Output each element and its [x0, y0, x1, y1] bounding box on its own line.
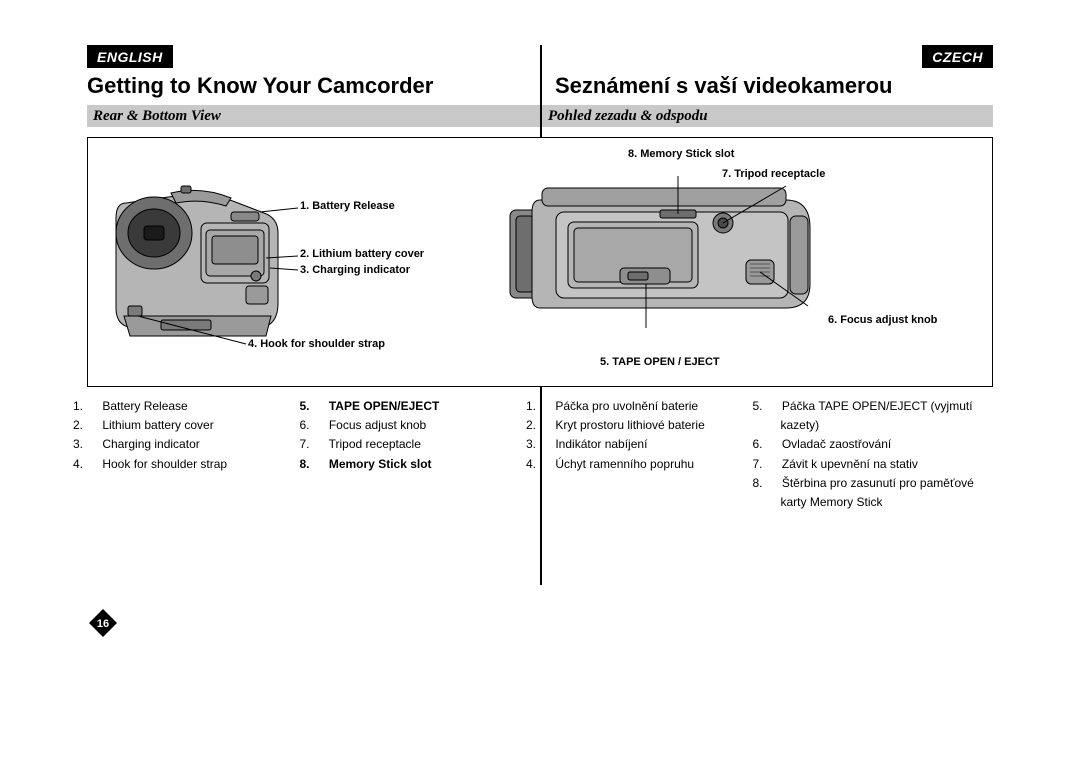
legend-lists: 1. Battery Release2. Lithium battery cov… — [87, 397, 993, 512]
lang-badge-czech: CZECH — [922, 45, 993, 68]
language-bar: ENGLISH CZECH — [87, 45, 993, 69]
legend-item: 1. Páčka pro uvolnění baterie — [540, 397, 759, 416]
subtitle-english: Rear & Bottom View — [87, 105, 540, 127]
callout-8: 8. Memory Stick slot — [628, 148, 734, 160]
legend-item: 8. Štěrbina pro zasunutí pro paměťové ka… — [767, 474, 986, 512]
manual-page: ENGLISH CZECH Getting to Know Your Camco… — [87, 45, 993, 460]
legend-item: 3. Charging indicator — [87, 435, 306, 454]
legend-item: 5. TAPE OPEN/EJECT — [314, 397, 533, 416]
legend-en-col1: 1. Battery Release2. Lithium battery cov… — [87, 397, 314, 512]
callout-5: 5. TAPE OPEN / EJECT — [600, 356, 720, 368]
legend-item: 2. Lithium battery cover — [87, 416, 306, 435]
callout-6: 6. Focus adjust knob — [828, 314, 937, 326]
legend-item: 1. Battery Release — [87, 397, 306, 416]
legend-item: 5. Páčka TAPE OPEN/EJECT (vyjmutí kazety… — [767, 397, 986, 435]
legend-item: 7. Tripod receptacle — [314, 435, 533, 454]
callout-7: 7. Tripod receptacle — [722, 168, 825, 180]
legend-item: 7. Závit k upevnění na stativ — [767, 455, 986, 474]
subtitle-czech: Pohled zezadu & odspodu — [542, 105, 993, 127]
callout-2: 2. Lithium battery cover — [300, 248, 424, 260]
legend-item: 3. Indikátor nabíjení — [540, 435, 759, 454]
legend-item: 8. Memory Stick slot — [314, 455, 533, 474]
callout-1: 1. Battery Release — [300, 200, 395, 212]
title-czech: Seznámení s vaší videokamerou — [555, 73, 893, 99]
camcorder-bottom-illustration — [508, 168, 813, 338]
legend-item: 4. Hook for shoulder strap — [87, 455, 306, 474]
title-english: Getting to Know Your Camcorder — [87, 73, 433, 99]
legend-item: 6. Ovladač zaostřování — [767, 435, 986, 454]
camcorder-rear-illustration — [106, 178, 291, 348]
legend-item: 4. Úchyt ramenního popruhu — [540, 455, 759, 474]
diagram-box: 1. Battery Release 2. Lithium battery co… — [87, 137, 993, 387]
legend-cz-col2: 5. Páčka TAPE OPEN/EJECT (vyjmutí kazety… — [767, 397, 994, 512]
legend-item: 2. Kryt prostoru lithiové baterie — [540, 416, 759, 435]
callout-3: 3. Charging indicator — [300, 264, 410, 276]
svg-text:16: 16 — [97, 618, 109, 630]
lang-badge-english: ENGLISH — [87, 45, 173, 68]
callout-4: 4. Hook for shoulder strap — [248, 338, 385, 350]
legend-en-col2: 5. TAPE OPEN/EJECT6. Focus adjust knob7.… — [314, 397, 541, 512]
subtitle-row: Rear & Bottom View Pohled zezadu & odspo… — [87, 105, 993, 127]
legend-cz-col1: 1. Páčka pro uvolnění baterie2. Kryt pro… — [540, 397, 767, 512]
legend-item: 6. Focus adjust knob — [314, 416, 533, 435]
page-number-badge: 16 — [88, 608, 118, 638]
